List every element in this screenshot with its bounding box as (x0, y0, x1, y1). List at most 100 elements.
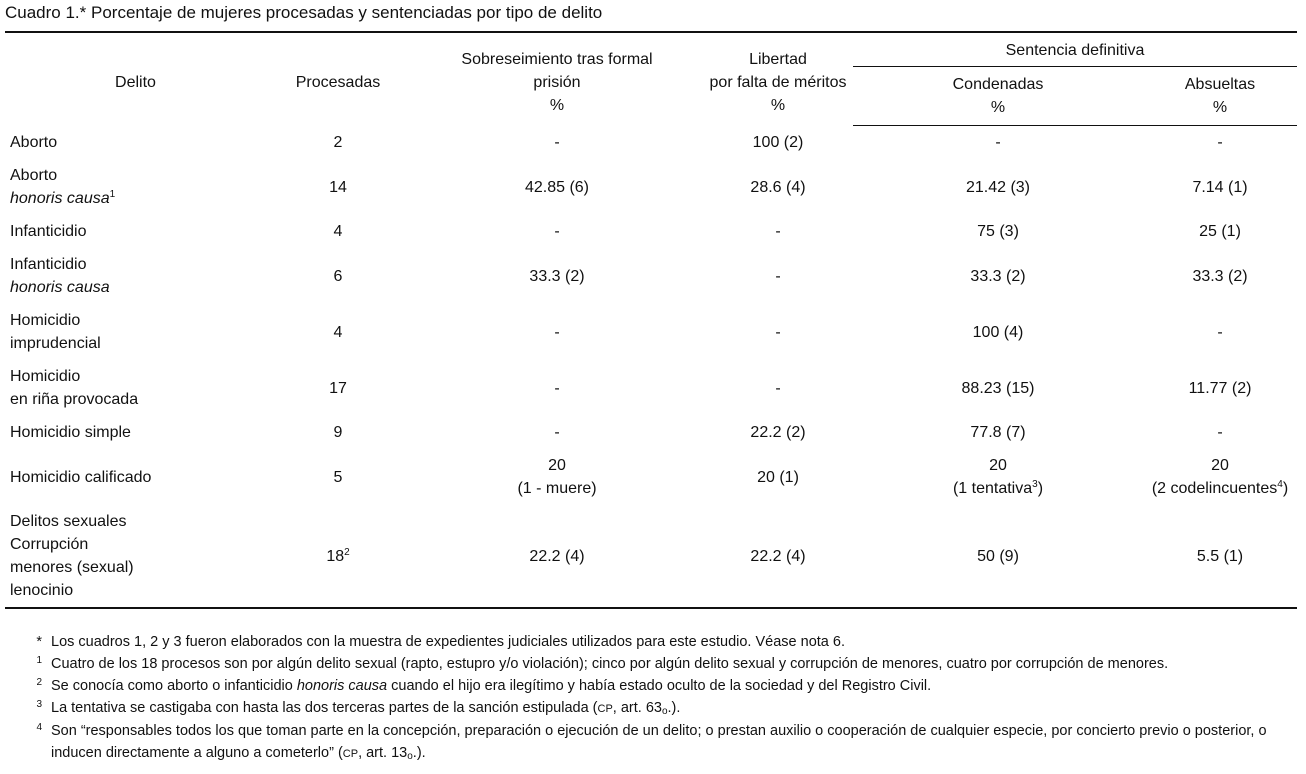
row-label: Infanticidio honoris causa (5, 248, 265, 304)
cell-line: menores (sexual) (10, 559, 134, 576)
table-cell: 2 (265, 126, 411, 160)
footnote-mark: 4 (36, 722, 42, 733)
cell-line: - (775, 267, 781, 285)
table-cell: - (853, 126, 1143, 160)
table-row: Homicidio en riña provocada 17 - - 88.23 (15)… (5, 360, 1297, 416)
table-cell: 22.2 (2) (703, 416, 853, 449)
text: Son “responsables todos los que toman pa… (51, 723, 1267, 761)
cell-line: 20 (1) (757, 468, 799, 486)
superscript: 2 (344, 546, 350, 558)
row-label: Homicidio imprudencial (5, 304, 265, 360)
table-row: Aborto honoris causa1 14 42.85 (6) 28.6 (4) 2… (5, 159, 1297, 215)
row-label: Delitos sexuales Corrupción menores (sexua… (5, 505, 265, 608)
table-cell: 28.6 (4) (703, 159, 853, 215)
header-row: Delito Procesadas Sobreseimiento tras fo… (5, 32, 1298, 114)
cell-line: Libertad (749, 50, 807, 68)
table-cell: 22.2 (4) (411, 505, 703, 608)
text: ) (1282, 480, 1289, 497)
cell-line: en riña provocada (10, 391, 139, 408)
table-cell: 4 (265, 215, 411, 248)
footnote-text: Cuatro de los 18 procesos son por algún … (51, 653, 1168, 675)
cell-line: Aborto (10, 133, 58, 151)
table-cell: 77.8 (7) (853, 416, 1143, 449)
footnote: 3 La tentativa se castigaba con hasta las… (5, 697, 1297, 720)
cell-line: - (1217, 323, 1223, 341)
table-cell: 20 (1) (703, 449, 853, 505)
table-cell: - (703, 248, 853, 304)
table-cell: - (411, 126, 703, 160)
cell-line: - (775, 323, 781, 341)
cell-line: (1 tentativa3) (857, 477, 1139, 500)
cell-line: 50 (9) (977, 547, 1019, 565)
table-row: Homicidio calificado 5 20 (1 - muere) 20 (1)… (5, 449, 1297, 505)
text: ) (1037, 480, 1044, 497)
cell-line: por falta de méritos (709, 73, 847, 91)
text: La tentativa se castigaba con hasta las … (51, 700, 598, 716)
text: CP (342, 748, 359, 760)
table-header: Delito Procesadas Sobreseimiento tras fo… (5, 32, 1298, 126)
row-label: Infanticidio (5, 215, 265, 248)
text: cuando el hijo era ilegítimo y había est… (387, 678, 932, 694)
row-label: Homicidio en riña provocada (5, 360, 265, 416)
cell-line: 20 (989, 457, 1007, 474)
table-row: Homicidio imprudencial 4 - - 100 (4) - (5, 304, 1297, 360)
table-cell: - (411, 416, 703, 449)
table-cell: 9 (265, 416, 411, 449)
cell-line: - (554, 379, 560, 397)
cell-line: - (995, 134, 1001, 151)
table-cell: - (1143, 126, 1297, 160)
superscript: 4 (1277, 479, 1283, 490)
table-row: Infanticidio honoris causa 6 33.3 (2) - 33.3 … (5, 248, 1297, 304)
cell-line: % (549, 96, 565, 114)
table-cell: 25 (1) (1143, 215, 1297, 248)
cell-line: Sobreseimiento tras formal (461, 50, 653, 68)
table-cell: - (1143, 416, 1297, 449)
footnote-mark: 2 (36, 677, 42, 688)
cell-line: % (1212, 99, 1228, 116)
cell-line: 182 (269, 545, 407, 568)
footnote-mark: 3 (36, 699, 42, 710)
table-body: Aborto 2-100 (2) - - Aborto honoris causa1 14 4… (5, 126, 1297, 609)
text: honoris causa (10, 279, 110, 296)
cell-line: 7.14 (1) (1192, 178, 1248, 196)
cell-line: Delitos sexuales (10, 513, 127, 530)
text: Los cuadros 1, 2 y 3 fueron elaborados c… (51, 634, 845, 650)
footnote-text: Se conocía como aborto o infanticidio ho… (51, 675, 931, 697)
text: CP (597, 703, 613, 715)
cell-line: - (775, 379, 781, 397)
cell-line: (2 codelincuentes4) (1147, 477, 1293, 500)
table-row: Infanticidio 4 - - 75 (3) 25 (1) (5, 215, 1297, 248)
cell-line: Condenadas (952, 76, 1044, 93)
table-cell: 33.3 (2) (1143, 248, 1297, 304)
table-cell: 17 (265, 360, 411, 416)
cell-line: - (554, 133, 560, 151)
cell-line: 14 (329, 178, 347, 196)
text: Se conocía como aborto o infanticidio (51, 678, 297, 694)
table-cell: 6 (265, 248, 411, 304)
cell-line: 21.42 (3) (965, 178, 1031, 196)
table-cell: 20 (1 - muere) (411, 449, 703, 505)
cell-line: 20 (548, 457, 566, 474)
cell-line: Procesadas (295, 73, 381, 91)
footnote: 1 Cuatro de los 18 procesos son por algún… (5, 653, 1297, 675)
cell-line: 9 (333, 424, 343, 441)
table-cell: 75 (3) (853, 215, 1143, 248)
cell-line: 22.2 (4) (529, 547, 585, 565)
text: 18 (326, 547, 345, 565)
cell-line: - (554, 323, 560, 341)
table-cell: 7.14 (1) (1143, 159, 1297, 215)
row-label: Homicidio simple (5, 416, 265, 449)
cell-line: Absueltas (1184, 76, 1256, 93)
cell-line: 25 (1) (1199, 223, 1241, 240)
footnote-text: Son “responsables todos los que toman pa… (51, 720, 1297, 765)
cell-line: 17 (329, 379, 347, 397)
table-row: Homicidio simple 9 - 22.2 (2) 77.8 (7) - (5, 416, 1297, 449)
cell-line: Homicidio (10, 312, 81, 329)
text: , art. 13 (358, 745, 408, 761)
table-cell: 20 (1 tentativa3) (853, 449, 1143, 505)
cell-line: Infanticidio (10, 223, 87, 240)
cell-line: 4 (333, 223, 343, 240)
cell-line: 88.23 (15) (961, 379, 1035, 397)
table-row: Delitos sexuales Corrupción menores (sexua… (5, 505, 1297, 608)
row-label: Aborto honoris causa1 (5, 159, 265, 215)
